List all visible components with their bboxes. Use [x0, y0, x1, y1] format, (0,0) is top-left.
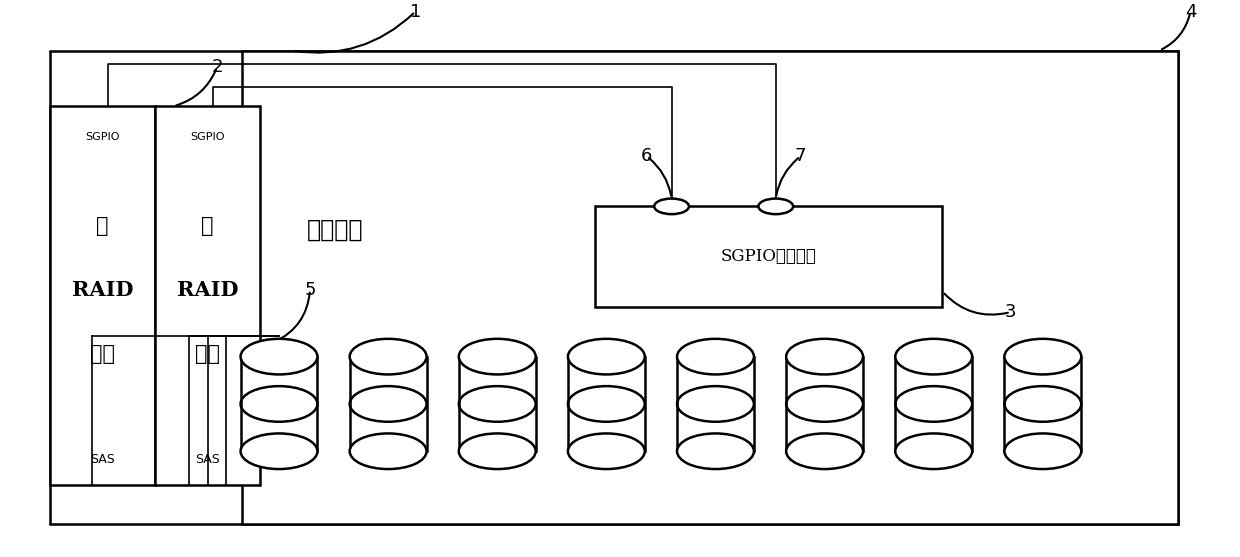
- Ellipse shape: [241, 433, 317, 469]
- Ellipse shape: [459, 339, 536, 374]
- Ellipse shape: [677, 433, 754, 469]
- Ellipse shape: [568, 339, 645, 374]
- Bar: [50, 106, 155, 485]
- Bar: [241, 356, 317, 451]
- Text: SAS: SAS: [196, 453, 219, 466]
- Ellipse shape: [786, 433, 863, 469]
- Bar: [786, 356, 863, 451]
- Ellipse shape: [459, 433, 536, 469]
- Text: 6: 6: [641, 147, 652, 165]
- Text: 7: 7: [795, 147, 806, 165]
- Bar: [568, 356, 645, 451]
- Ellipse shape: [1004, 339, 1081, 374]
- Bar: [50, 51, 1178, 524]
- Ellipse shape: [350, 339, 427, 374]
- Text: 2: 2: [211, 58, 223, 76]
- Bar: [677, 356, 754, 451]
- Ellipse shape: [895, 339, 972, 374]
- Ellipse shape: [350, 433, 427, 469]
- Ellipse shape: [568, 433, 645, 469]
- Text: 5: 5: [304, 281, 316, 299]
- Bar: [895, 356, 972, 451]
- Bar: [595, 206, 942, 306]
- Text: SGPIO控制芯片: SGPIO控制芯片: [720, 248, 817, 265]
- Bar: [1004, 356, 1081, 451]
- Bar: [350, 356, 427, 451]
- Bar: [242, 51, 1178, 524]
- Bar: [459, 356, 536, 451]
- Circle shape: [759, 198, 794, 214]
- Bar: [155, 106, 260, 485]
- Text: 卡: 卡: [201, 216, 215, 236]
- Circle shape: [655, 198, 689, 214]
- Text: SGPIO: SGPIO: [191, 132, 224, 142]
- Text: 第一: 第一: [195, 344, 221, 364]
- Text: RAID: RAID: [177, 280, 238, 300]
- Ellipse shape: [786, 339, 863, 374]
- Text: SAS: SAS: [91, 453, 114, 466]
- Text: RAID: RAID: [72, 280, 133, 300]
- Text: 硬盘背板: 硬盘背板: [306, 219, 363, 242]
- Text: 3: 3: [1004, 303, 1017, 321]
- Text: 1: 1: [409, 3, 422, 21]
- Ellipse shape: [895, 433, 972, 469]
- Text: 卡: 卡: [95, 216, 109, 236]
- Ellipse shape: [241, 339, 317, 374]
- Text: SGPIO: SGPIO: [86, 132, 119, 142]
- Ellipse shape: [677, 339, 754, 374]
- Ellipse shape: [1004, 433, 1081, 469]
- Text: 4: 4: [1184, 3, 1197, 21]
- Text: 第二: 第二: [89, 344, 115, 364]
